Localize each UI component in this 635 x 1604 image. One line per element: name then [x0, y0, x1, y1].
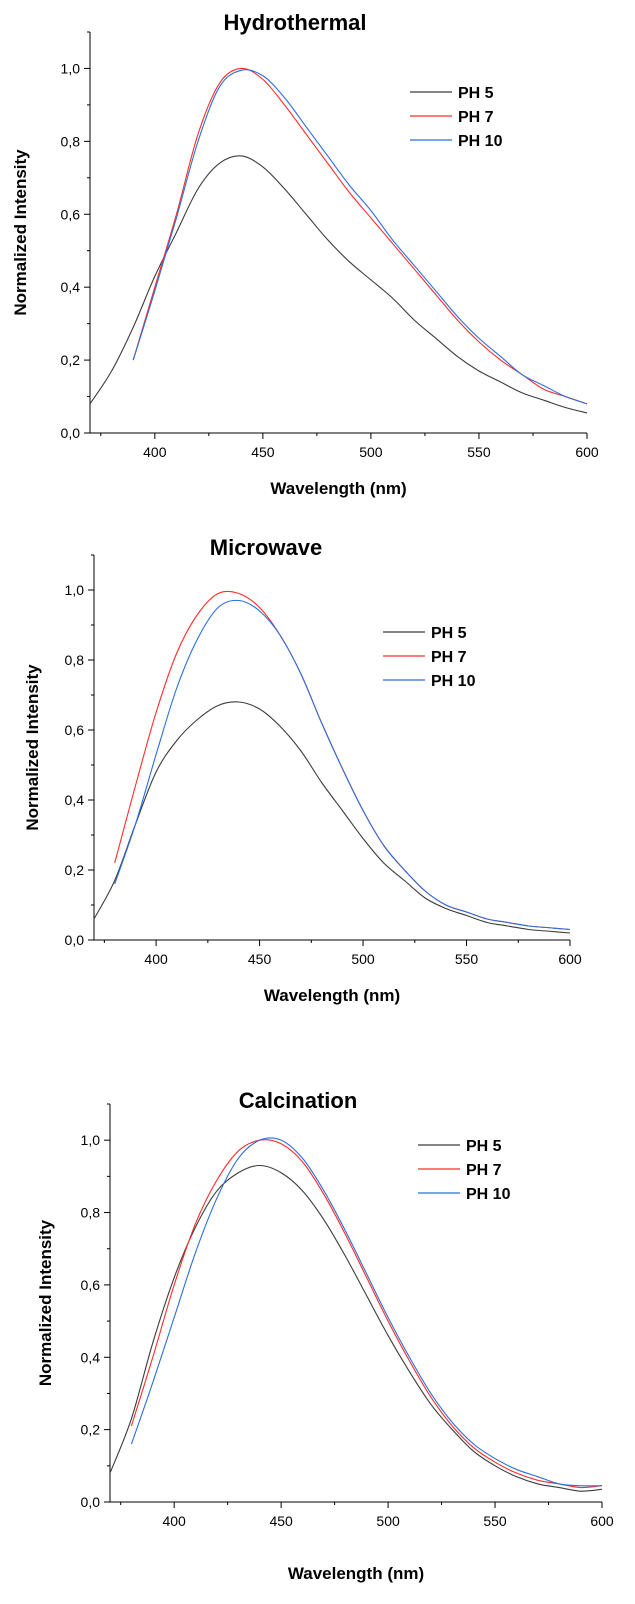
chart-title: Hydrothermal — [223, 10, 366, 35]
y-tick-label: 0,8 — [65, 652, 85, 668]
legend-label: PH 7 — [458, 109, 494, 126]
chart-panel-1: Hydrothermal 400 450 500 550 600 0,0 0,2 0,4 0,6 0… — [11, 10, 599, 498]
x-tick-label: 450 — [251, 444, 275, 460]
x-tick-label: 500 — [359, 444, 383, 460]
x-tick-label: 400 — [144, 951, 168, 967]
legend-label: PH 7 — [431, 649, 467, 666]
y-tick-label: 0,8 — [81, 1205, 101, 1221]
y-tick-label: 0,4 — [61, 279, 81, 295]
series-line-ph-7 — [132, 67, 588, 405]
legend-label: PH 5 — [431, 625, 467, 642]
series-line-ph-7 — [114, 590, 571, 931]
x-tick-label: 450 — [248, 951, 272, 967]
series-line-ph-10 — [132, 69, 588, 405]
y-tick-label: 0,0 — [81, 1494, 101, 1510]
x-tick-label: 600 — [590, 1513, 614, 1529]
x-tick-label: 500 — [376, 1513, 400, 1529]
x-tick-label: 550 — [483, 1513, 507, 1529]
legend-label: PH 10 — [466, 1186, 511, 1203]
x-tick-label: 600 — [558, 951, 582, 967]
y-tick-label: 0,4 — [65, 792, 85, 808]
x-tick-label: 450 — [269, 1513, 293, 1529]
series-line-ph-5 — [93, 701, 571, 934]
x-tick-label: 550 — [455, 951, 479, 967]
y-tick-label: 0,0 — [65, 932, 85, 948]
x-axis-title: Wavelength (nm) — [264, 986, 400, 1005]
y-axis-title: Normalized Intensity — [23, 664, 42, 831]
y-tick-label: 0,4 — [81, 1349, 101, 1365]
y-tick-label: 0,0 — [61, 425, 81, 441]
y-axis-title: Normalized Intensity — [36, 1219, 55, 1386]
y-tick-label: 1,0 — [61, 60, 81, 76]
chart-panel-2: Microwave 400 450 500 550 600 0,0 0,2 0,4 0,6 0,8 1… — [23, 535, 582, 1005]
y-tick-label: 0,8 — [61, 133, 81, 149]
x-tick-label: 400 — [143, 444, 167, 460]
chart-title: Microwave — [210, 535, 323, 560]
y-tick-label: 0,6 — [81, 1277, 101, 1293]
y-tick-label: 0,2 — [81, 1422, 101, 1438]
series-line-ph-10 — [130, 1137, 603, 1487]
series-line-ph-7 — [130, 1139, 603, 1489]
y-tick-label: 1,0 — [81, 1132, 101, 1148]
legend-label: PH 7 — [466, 1162, 502, 1179]
y-tick-label: 0,2 — [65, 862, 85, 878]
legend-label: PH 10 — [458, 133, 503, 150]
y-tick-label: 0,6 — [61, 206, 81, 222]
chart-panel-3: Calcination 400 450 500 550 600 0,0 0,2 0,4 0,6 0,… — [36, 1088, 614, 1583]
legend-label: PH 5 — [458, 85, 494, 102]
y-tick-label: 0,2 — [61, 352, 81, 368]
x-tick-label: 600 — [575, 444, 599, 460]
x-tick-label: 500 — [351, 951, 375, 967]
legend-label: PH 5 — [466, 1138, 502, 1155]
series-line-ph-10 — [114, 599, 571, 931]
legend-label: PH 10 — [431, 673, 476, 690]
chart-title: Calcination — [239, 1088, 358, 1113]
y-tick-label: 0,6 — [65, 722, 85, 738]
y-tick-label: 1,0 — [65, 582, 85, 598]
y-axis-title: Normalized Intensity — [11, 149, 30, 316]
series-line-ph-5 — [89, 155, 588, 414]
x-tick-label: 400 — [162, 1513, 186, 1529]
x-axis-title: Wavelength (nm) — [270, 479, 406, 498]
series-line-ph-5 — [109, 1164, 603, 1492]
x-tick-label: 550 — [467, 444, 491, 460]
x-axis-title: Wavelength (nm) — [288, 1564, 424, 1583]
